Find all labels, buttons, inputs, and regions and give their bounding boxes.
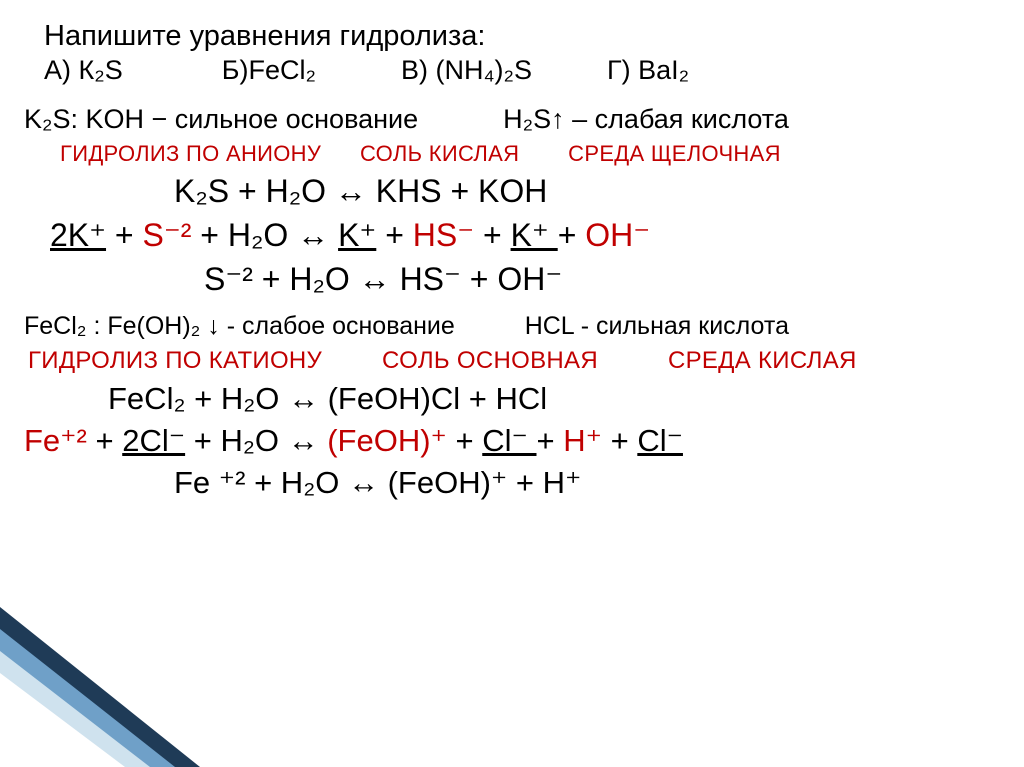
- k2s-eq3: S⁻² + H₂O ↔ HS⁻ + OH⁻: [204, 260, 1002, 298]
- fecl2-tag-medium: СРЕДА КИСЛАЯ: [668, 347, 857, 374]
- task-v: В) (NH₄)₂S: [401, 55, 532, 85]
- fecl2-eq2-p7: Cl⁻: [482, 423, 536, 458]
- fecl2-premise: FeCl₂ : Fe(OH)₂ ↓ - слабое основание HCL…: [24, 312, 1002, 341]
- k2s-eq1-mid: KHS +: [376, 173, 469, 209]
- fecl2-eq2-p3: 2Cl⁻: [122, 423, 185, 458]
- fecl2-eq3-mid: (FeOH)⁺: [388, 465, 508, 500]
- k2s-eq2-p4: + H₂O ↔: [200, 217, 338, 253]
- k2s-premise: K₂S: KOH − сильное основание H₂S↑ – слаб…: [24, 104, 1002, 135]
- k2s-premise-right: H₂S↑ – слабая кислота: [503, 104, 789, 134]
- k2s-premise-left: K₂S: KOH − сильное основание: [24, 104, 418, 134]
- k2s-eq2-p11: OH⁻: [585, 217, 650, 253]
- fecl2-tag-salt: СОЛЬ ОСНОВНАЯ: [382, 347, 598, 374]
- k2s-eq2-p9: K⁺: [511, 217, 558, 253]
- fecl2-eq2-p10: +: [611, 423, 638, 458]
- fecl2-eq3-rhs: H⁺: [543, 465, 582, 500]
- k2s-eq2-p3: S⁻²: [143, 217, 192, 253]
- k2s-tag-anion: ГИДРОЛИЗ ПО АНИОНУ: [60, 141, 321, 166]
- k2s-eq2-p2: +: [115, 217, 143, 253]
- k2s-tag-salt: СОЛЬ КИСЛАЯ: [360, 141, 519, 166]
- fecl2-eq2-p1: Fe⁺²: [24, 423, 87, 458]
- task-list: А) К₂S Б)FeCl₂ В) (NH₄)₂S Г) BaI₂: [44, 55, 1002, 86]
- k2s-eq3-lhs: S⁻² + H₂O ↔: [204, 261, 400, 297]
- fecl2-p2: : Fe(OH)₂ ↓ - слабое основание: [93, 312, 454, 340]
- k2s-eq1: K₂S + H₂O ↔ KHS + KOH: [174, 173, 1002, 210]
- fecl2-p1: FeCl₂: [24, 312, 87, 340]
- title: Напишите уравнения гидролиза:: [44, 20, 1002, 53]
- fecl2-p3: HCL - сильная кислота: [525, 312, 789, 340]
- fecl2-eq3-lhs: Fe ⁺² + H₂O ↔: [174, 465, 388, 500]
- k2s-tags: ГИДРОЛИЗ ПО АНИОНУ СОЛЬ КИСЛАЯ СРЕДА ЩЕЛ…: [60, 141, 1002, 167]
- task-b: Б)FeCl₂: [222, 55, 316, 85]
- task-a: А) К₂S: [44, 55, 123, 85]
- k2s-eq1-lhs: K₂S + H₂O ↔: [174, 173, 367, 209]
- fecl2-eq2-p5: (FeOH)⁺: [327, 423, 447, 458]
- task-g: Г) BaI₂: [607, 55, 689, 85]
- corner-decoration-icon: [0, 607, 200, 767]
- k2s-eq3-mid: HS⁻: [400, 261, 461, 297]
- k2s-eq2: 2K⁺ + S⁻² + H₂O ↔ K⁺ + HS⁻ + K⁺ + OH⁻: [50, 216, 1002, 254]
- slide: Напишите уравнения гидролиза: А) К₂S Б)F…: [0, 0, 1024, 767]
- k2s-eq1-rhs: KOH: [478, 173, 547, 209]
- fecl2-eq2-p4: + H₂O ↔: [194, 423, 327, 458]
- fecl2-tag-cation: ГИДРОЛИЗ ПО КАТИОНУ: [28, 347, 322, 374]
- k2s-eq2-p8: +: [483, 217, 511, 253]
- k2s-eq3-plus: +: [470, 261, 498, 297]
- fecl2-eq2-p6: +: [456, 423, 483, 458]
- fecl2-eq2-p9: H⁺: [563, 423, 602, 458]
- fecl2-eq2: Fe⁺² + 2Cl⁻ + H₂O ↔ (FeOH)⁺ + Cl⁻ + H⁺ +…: [24, 423, 1002, 459]
- k2s-eq2-p1: 2K⁺: [50, 217, 106, 253]
- k2s-eq2-p7: HS⁻: [413, 217, 474, 253]
- fecl2-eq3-plus: +: [516, 465, 543, 500]
- k2s-eq2-p6: +: [385, 217, 413, 253]
- fecl2-eq3: Fe ⁺² + H₂O ↔ (FeOH)⁺ + H⁺: [174, 465, 1002, 501]
- k2s-eq2-p5: K⁺: [338, 217, 376, 253]
- fecl2-eq1: FeCl₂ + H₂O ↔ (FeOH)Cl + HCl: [108, 381, 1002, 417]
- k2s-eq2-p10: +: [558, 217, 586, 253]
- fecl2-eq2-p8: +: [537, 423, 564, 458]
- fecl2-eq2-p11: Cl⁻: [637, 423, 683, 458]
- fecl2-tags: ГИДРОЛИЗ ПО КАТИОНУ СОЛЬ ОСНОВНАЯ СРЕДА …: [28, 347, 1002, 375]
- fecl2-eq2-p2: +: [96, 423, 123, 458]
- k2s-eq3-rhs: OH⁻: [497, 261, 562, 297]
- k2s-tag-medium: СРЕДА ЩЕЛОЧНАЯ: [568, 141, 781, 166]
